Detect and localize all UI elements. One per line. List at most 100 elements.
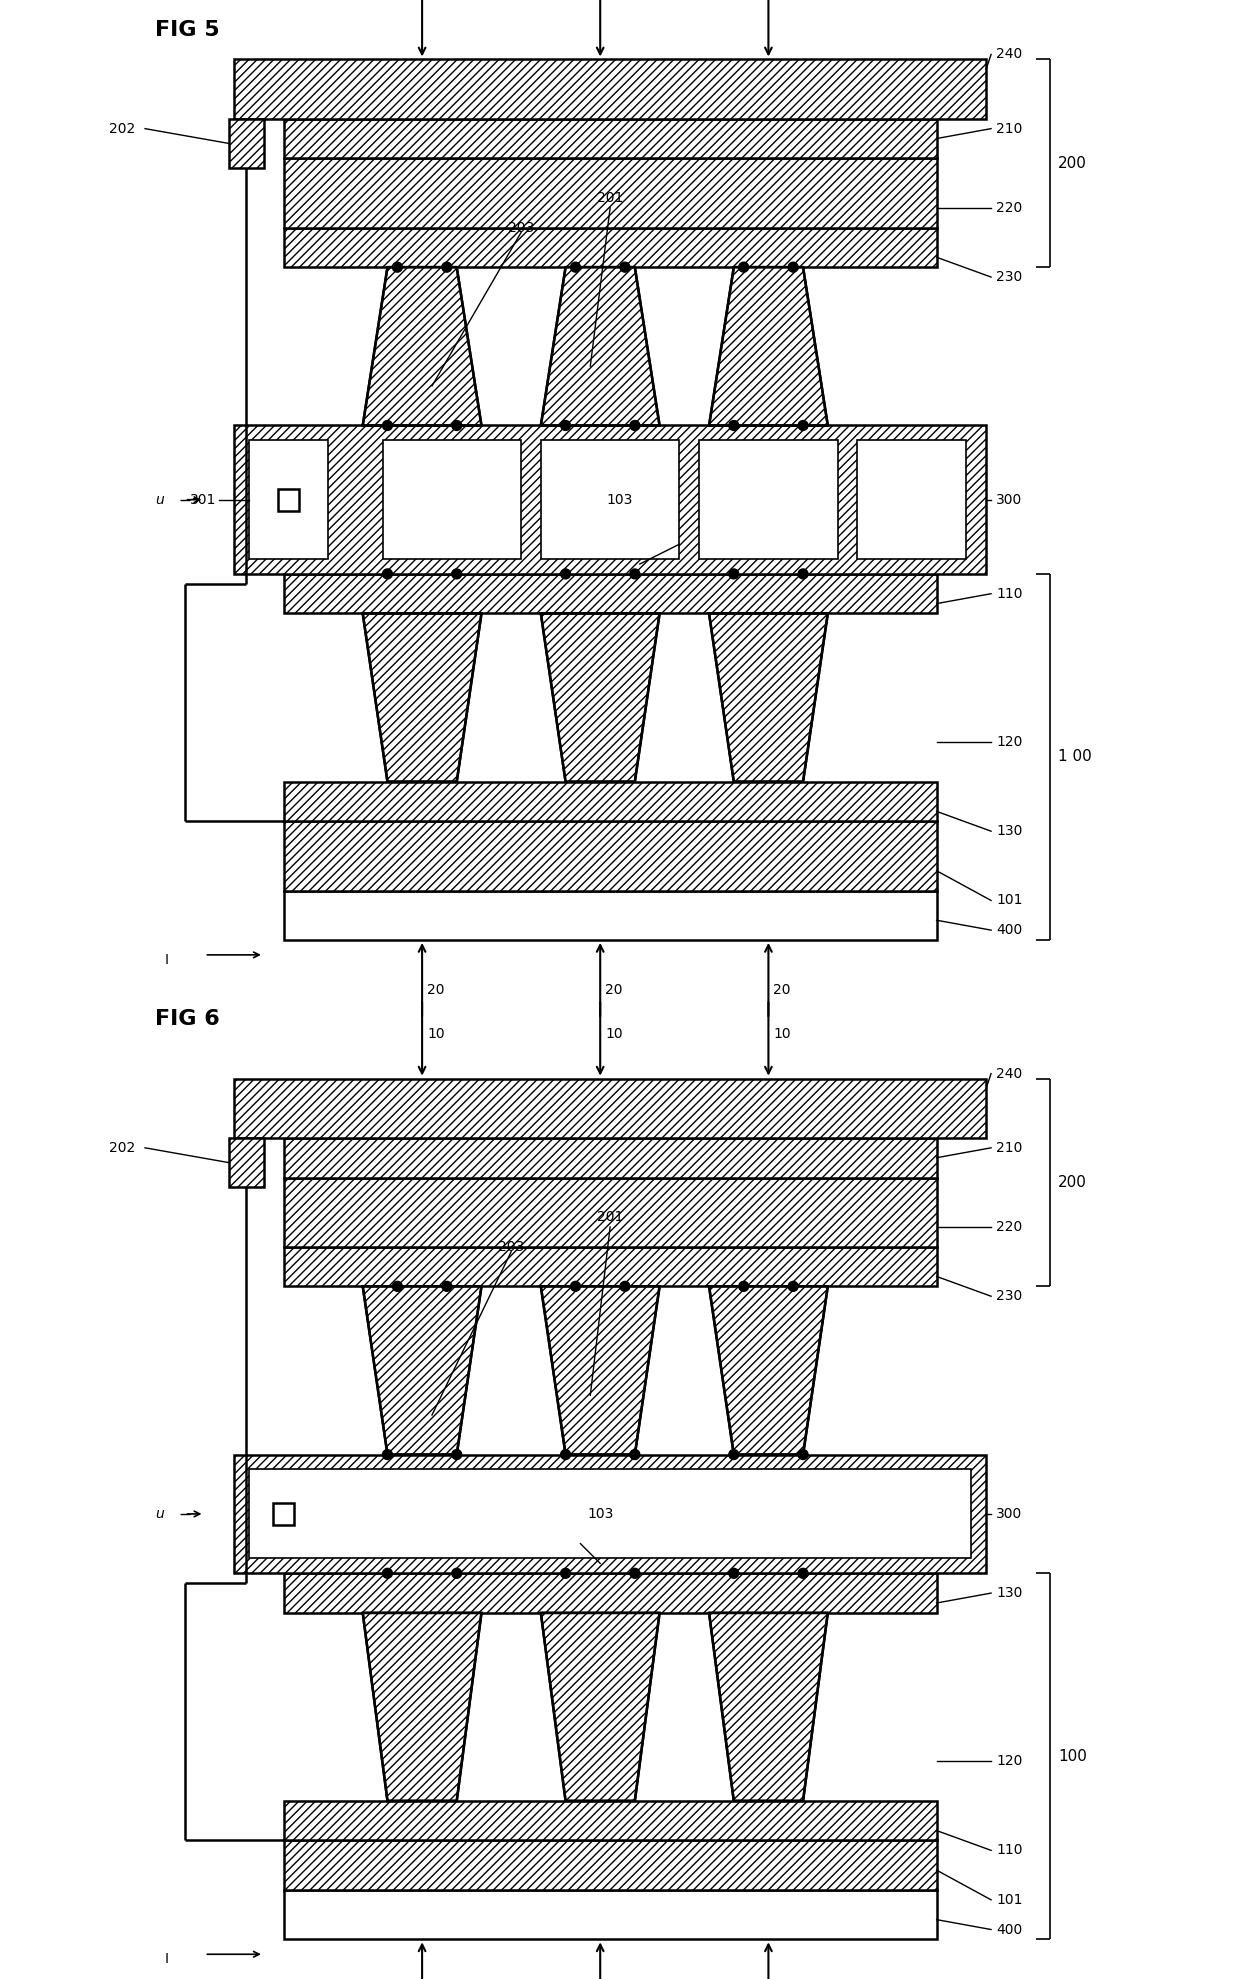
Circle shape	[560, 1449, 570, 1461]
Circle shape	[799, 1567, 808, 1579]
Text: I: I	[165, 1951, 169, 1967]
Text: u: u	[155, 493, 164, 507]
Polygon shape	[541, 267, 660, 425]
Circle shape	[789, 261, 799, 273]
Text: 201: 201	[596, 190, 624, 206]
Bar	[234, 1455, 986, 1573]
Text: 230: 230	[996, 1288, 1022, 1304]
Bar	[284, 1840, 936, 1890]
Polygon shape	[709, 1286, 828, 1455]
Circle shape	[729, 422, 739, 431]
Circle shape	[630, 570, 640, 578]
Circle shape	[560, 422, 570, 431]
Text: 103: 103	[606, 493, 634, 507]
Bar	[284, 1247, 936, 1286]
Circle shape	[620, 261, 630, 273]
Text: 301: 301	[190, 493, 216, 507]
Polygon shape	[363, 1613, 481, 1801]
Text: 200: 200	[1059, 156, 1087, 170]
Polygon shape	[363, 267, 481, 425]
Text: 20: 20	[774, 982, 791, 997]
Text: I: I	[165, 952, 169, 968]
Circle shape	[382, 422, 392, 431]
Bar	[273, 1504, 294, 1524]
Circle shape	[451, 422, 461, 431]
Text: 210: 210	[996, 121, 1023, 137]
Circle shape	[570, 261, 580, 273]
Bar	[234, 1079, 986, 1138]
Circle shape	[392, 261, 402, 273]
Text: 130: 130	[996, 823, 1023, 839]
Bar	[858, 441, 966, 558]
Text: 203: 203	[498, 1239, 525, 1255]
Bar	[284, 891, 936, 940]
Text: 230: 230	[996, 269, 1022, 285]
Text: 1 00: 1 00	[1059, 750, 1092, 764]
Bar	[699, 441, 838, 558]
Bar	[234, 425, 986, 574]
Bar	[234, 59, 986, 119]
Text: 110: 110	[996, 586, 1023, 602]
Circle shape	[729, 1567, 739, 1579]
Circle shape	[382, 570, 392, 578]
Text: FIG 5: FIG 5	[155, 20, 219, 40]
Bar	[284, 1890, 936, 1939]
Text: 120: 120	[996, 734, 1023, 750]
Text: 203: 203	[508, 220, 534, 236]
Text: 400: 400	[996, 1922, 1022, 1937]
Bar	[284, 1138, 936, 1178]
Bar	[249, 441, 329, 558]
Text: 130: 130	[996, 1585, 1023, 1601]
Polygon shape	[709, 1613, 828, 1801]
Circle shape	[799, 422, 808, 431]
Polygon shape	[709, 613, 828, 782]
Bar	[284, 228, 936, 267]
Text: 120: 120	[996, 1753, 1023, 1769]
Bar	[249, 1468, 971, 1559]
Text: 202: 202	[109, 121, 135, 137]
Text: 202: 202	[109, 1140, 135, 1156]
Polygon shape	[541, 1286, 660, 1455]
Text: 210: 210	[996, 1140, 1023, 1156]
Text: 100: 100	[1059, 1749, 1087, 1763]
Text: 10: 10	[605, 1027, 622, 1041]
Text: 10: 10	[774, 1027, 791, 1041]
Text: 101: 101	[996, 1892, 1023, 1908]
Text: 101: 101	[996, 893, 1023, 908]
Text: 400: 400	[996, 922, 1022, 938]
Circle shape	[382, 1567, 392, 1579]
Text: u: u	[155, 1506, 164, 1522]
Text: 220: 220	[996, 1219, 1022, 1235]
Bar	[284, 158, 936, 228]
Text: 20: 20	[427, 982, 445, 997]
Circle shape	[570, 1282, 580, 1290]
Text: 10: 10	[427, 1027, 445, 1041]
Circle shape	[441, 261, 451, 273]
Bar	[284, 1801, 936, 1840]
Circle shape	[799, 570, 808, 578]
Circle shape	[739, 261, 749, 273]
Circle shape	[560, 1567, 570, 1579]
Circle shape	[441, 1282, 451, 1290]
Circle shape	[451, 570, 461, 578]
Polygon shape	[709, 267, 828, 425]
Bar	[284, 1573, 936, 1613]
Circle shape	[799, 1449, 808, 1461]
Circle shape	[630, 422, 640, 431]
Text: 300: 300	[996, 493, 1022, 507]
Text: 240: 240	[996, 1067, 1022, 1081]
Bar	[541, 441, 680, 558]
Bar	[284, 1178, 936, 1247]
Bar	[284, 821, 936, 891]
Circle shape	[451, 1449, 461, 1461]
Polygon shape	[541, 613, 660, 782]
Polygon shape	[363, 1286, 481, 1455]
Text: 240: 240	[996, 47, 1022, 61]
Circle shape	[630, 1567, 640, 1579]
Circle shape	[739, 1282, 749, 1290]
Circle shape	[620, 1282, 630, 1290]
Bar	[229, 1138, 264, 1187]
Circle shape	[729, 1449, 739, 1461]
Text: 200: 200	[1059, 1176, 1087, 1189]
Text: 20: 20	[605, 982, 622, 997]
